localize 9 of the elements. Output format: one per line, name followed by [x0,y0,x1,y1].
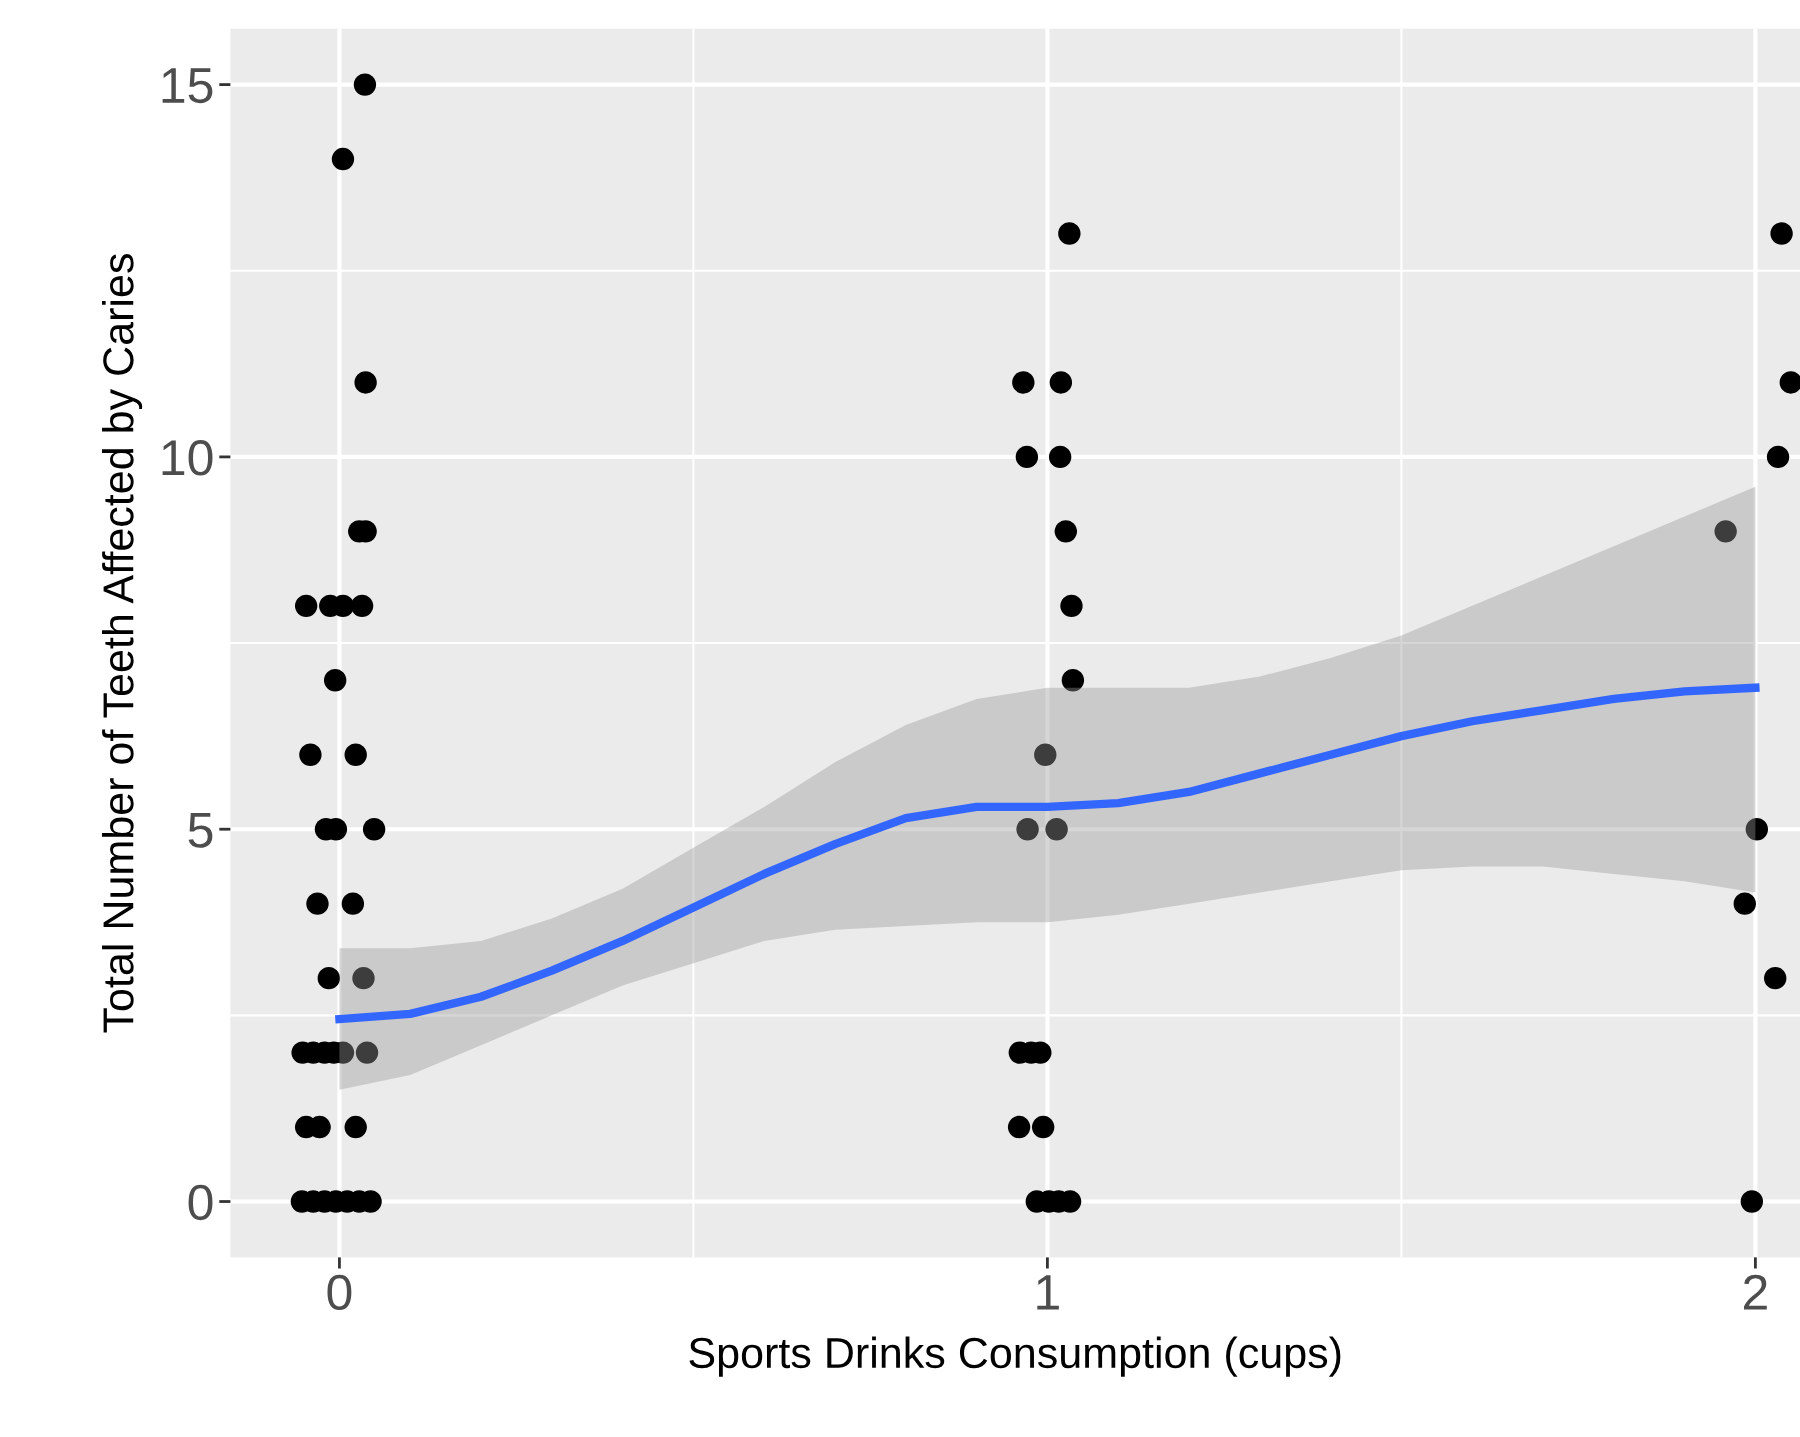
x-tick-label: 2 [1744,1274,1767,1310]
y-tick-label: 0 [188,1184,213,1221]
x-tick-label: 1 [1037,1275,1059,1310]
x-tick-label: 0 [327,1274,352,1311]
y-tick-label: 5 [188,812,213,848]
y-tick-label: 15 [162,68,213,104]
x-axis-title: Sports Drinks Consumption (cups) [689,1336,1341,1377]
y-axis-title: Total Number of Teeth Affected by Caries [102,254,143,1033]
y-tick-label: 10 [162,440,213,476]
